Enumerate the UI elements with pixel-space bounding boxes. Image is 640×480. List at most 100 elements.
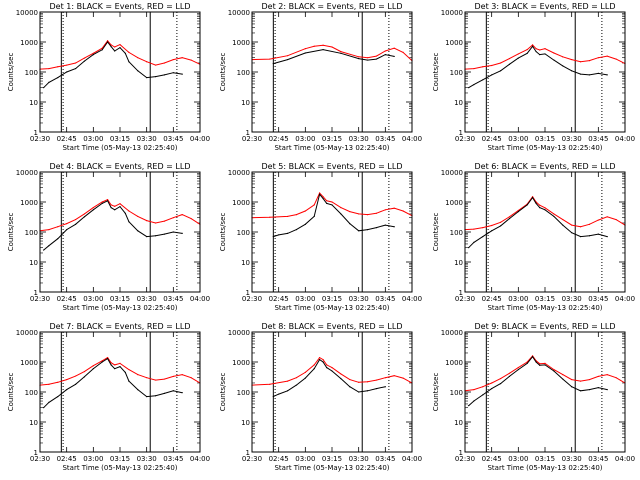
x-tick-label: 03:30 [562,455,582,463]
data-point-lld [402,51,404,54]
data-point-lld [491,382,493,384]
data-point-events [119,366,121,368]
data-point-lld [190,217,192,220]
data-point-events [154,395,157,397]
x-tick-label: 03:15 [110,295,130,303]
data-point-events [42,87,45,89]
panel-9: Det 9: BLACK = Events, RED = LLD 1 10 100 10… [432,322,635,472]
data-point-lld [92,365,94,367]
y-tick-label: 1 [459,449,463,457]
data-point-lld [508,216,511,218]
data-point-lld [137,374,139,376]
data-point-lld [597,375,599,378]
x-tick-label: 03:30 [137,455,157,463]
x-tick-label: 03:30 [137,295,157,303]
x-tick-label: 02:30 [242,135,262,143]
data-point-events [57,396,59,398]
x-tick-label: 02:45 [269,135,289,143]
data-point-events [74,383,77,385]
data-point-lld [286,380,289,382]
data-point-lld [597,219,599,221]
data-point-events [92,54,94,56]
data-point-lld [482,227,484,229]
x-tick-label: 03:15 [535,135,555,143]
data-point-lld [393,47,395,49]
data-point-lld [340,50,342,53]
x-tick-label: 03:45 [375,135,395,143]
x-tick-label: 03:45 [375,455,395,463]
data-point-lld [366,381,369,383]
data-point-lld [375,212,378,214]
x-tick-label: 03:00 [295,135,315,143]
data-point-lld [318,357,321,359]
data-point-events [101,49,103,51]
y-axis-label: Counts/sec [7,373,15,412]
panel-title: Det 1: BLACK = Events, RED = LLD [50,2,191,11]
data-point-lld [562,374,564,376]
y-tick-label: 10000 [16,329,38,337]
y-tick-label: 1 [246,129,250,137]
data-point-lld [146,61,148,63]
y-tick-label: 100 [25,69,38,77]
data-point-lld [181,374,183,376]
y-tick-label: 10 [29,99,38,107]
data-point-events [508,375,511,378]
x-tick-label: 02:45 [269,295,289,303]
y-tick-label: 10000 [228,169,250,177]
data-point-events [473,84,475,86]
panel-2: Det 2: BLACK = Events, RED = LLD 1 10 100 10… [219,2,422,152]
data-point-events [544,53,546,55]
panel-title: Det 5: BLACK = Events, RED = LLD [262,162,403,171]
data-point-events [517,210,519,213]
x-tick-label: 02:30 [242,455,262,463]
y-tick-label: 1 [459,289,463,297]
data-point-lld [393,375,395,377]
data-point-lld [531,44,534,46]
data-point-events [588,389,591,391]
data-point-lld [269,216,271,218]
x-axis-label: Start Time (05-May-13 02:25:40) [487,464,602,472]
y-tick-label: 10 [241,99,250,107]
x-tick-label: 03:30 [349,455,369,463]
x-axis-label: Start Time (05-May-13 02:25:40) [62,304,177,312]
y-tick-label: 100 [450,389,463,397]
series-line-events [273,49,395,65]
y-tick-label: 1000 [20,39,38,47]
data-point-lld [366,57,369,59]
data-point-events [491,387,493,390]
data-point-lld [172,375,174,378]
panel-6: Det 6: BLACK = Events, RED = LLD 1 10 100 10… [432,162,635,312]
data-point-lld [508,57,511,60]
x-tick-label: 03:00 [83,295,103,303]
data-point-lld [286,215,289,218]
data-point-events [124,371,126,374]
y-tick-label: 10 [29,259,38,267]
data-point-events [110,46,112,48]
data-point-events [349,223,351,225]
panel-8: Det 8: BLACK = Events, RED = LLD 1 10 100 10… [219,322,422,472]
y-axis-label: Counts/sec [432,213,440,252]
data-point-events [101,361,103,363]
data-point-events [322,361,324,363]
data-point-events [163,74,166,76]
data-point-lld [313,364,315,366]
x-tick-label: 04:00 [615,455,635,463]
data-point-events [114,368,116,370]
data-point-lld [473,389,475,391]
data-point-lld [544,48,546,50]
data-point-lld [313,204,315,206]
data-point-events [146,396,148,398]
data-point-events [101,202,103,204]
data-point-events [331,370,333,372]
data-point-lld [482,386,484,388]
data-point-lld [48,383,50,385]
plot-frame [39,331,201,453]
data-point-lld [106,357,109,359]
y-tick-label: 10000 [441,169,463,177]
data-point-lld [146,377,148,379]
data-point-lld [74,62,77,64]
y-tick-label: 10000 [16,169,38,177]
x-tick-label: 02:30 [455,455,475,463]
data-point-events [499,70,502,72]
